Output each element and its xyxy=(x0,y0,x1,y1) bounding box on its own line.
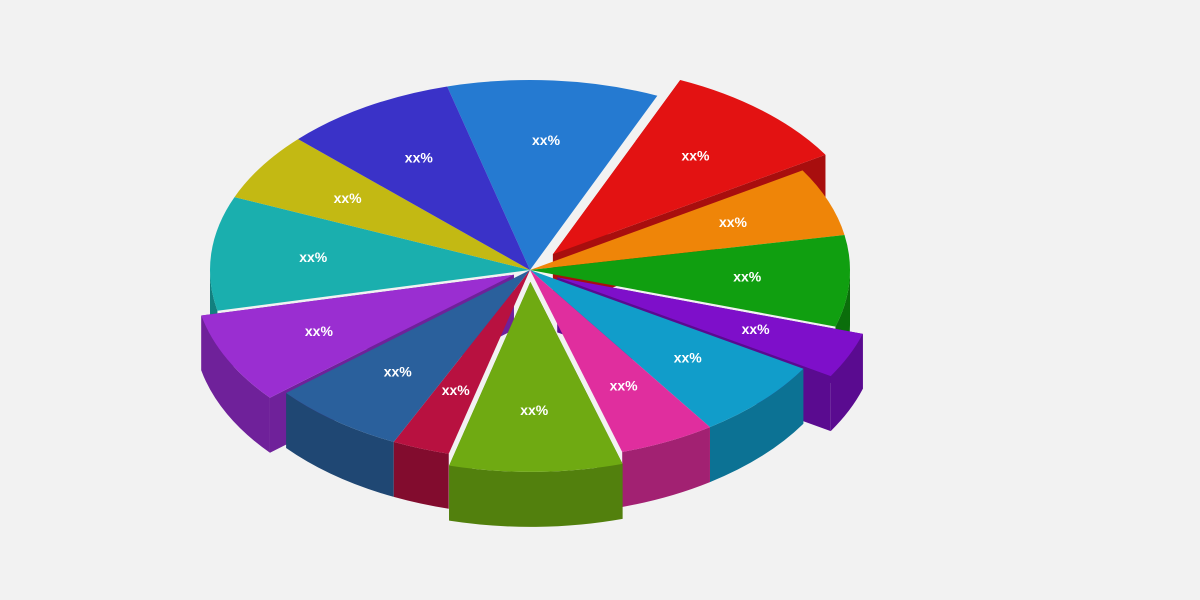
pie-label-olive-green: xx% xyxy=(520,402,549,418)
pie-label-teal: xx% xyxy=(299,249,328,265)
pie-label-mustard: xx% xyxy=(334,190,363,206)
pie-label-orange: xx% xyxy=(719,214,748,230)
pie-label-steel-blue: xx% xyxy=(384,363,413,379)
pie-label-red: xx% xyxy=(681,147,710,163)
pie-label-cyan: xx% xyxy=(674,350,703,366)
pie-label-green: xx% xyxy=(733,268,762,284)
pie-label-crimson: xx% xyxy=(442,382,471,398)
pie-label-blue: xx% xyxy=(532,132,561,148)
pie-label-violet: xx% xyxy=(742,321,771,337)
pie-side-olive-green xyxy=(449,464,622,527)
pie-label-pink: xx% xyxy=(610,377,639,393)
pie-chart-3d: xx% xx% xx% xx% xx% xx% xx% xx% xx% xx% xx% xx% xx% x… xyxy=(0,0,1200,600)
pie-label-indigo: xx% xyxy=(405,150,434,166)
pie-label-purple: xx% xyxy=(305,323,334,339)
